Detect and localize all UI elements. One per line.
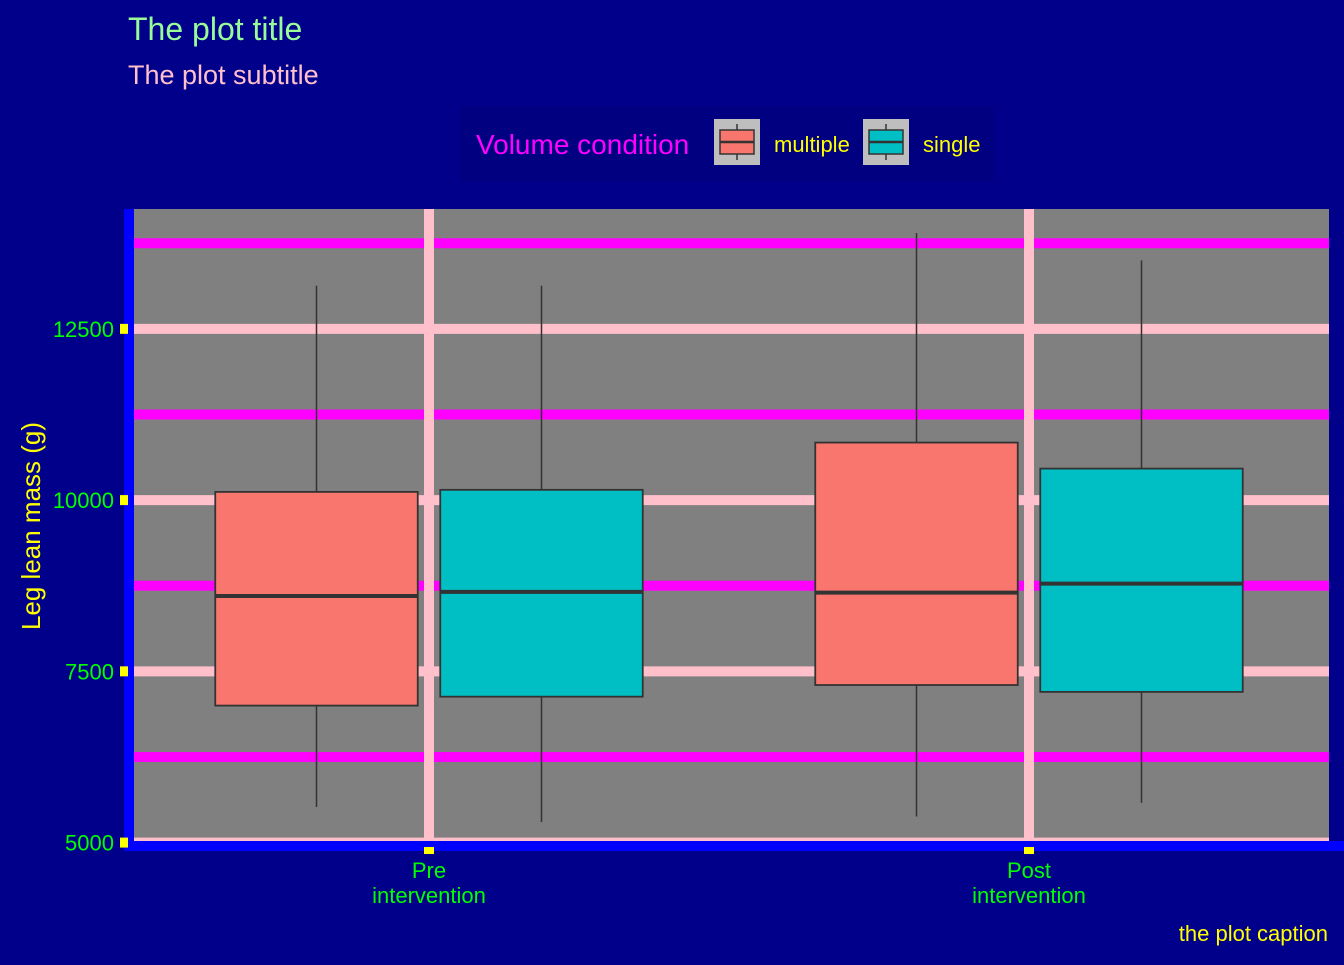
box-iqr (214, 490, 419, 707)
x-tick-mark (424, 847, 434, 854)
x-tick-mark (1024, 847, 1034, 854)
y-tick-mark (120, 495, 128, 506)
y-tick-label: 10000 (53, 488, 114, 513)
legend: Volume condition multiple single (460, 106, 994, 182)
x-tick-label: Post intervention (972, 858, 1086, 908)
plot-title: The plot title (128, 11, 302, 47)
boxplot-multiple-1 (814, 232, 1019, 817)
legend-title: Volume condition (476, 129, 689, 160)
boxplot-single-1 (1039, 260, 1244, 803)
boxplot-multiple-0 (214, 285, 419, 807)
legend-label-multiple: multiple (774, 132, 850, 157)
box-iqr (1039, 467, 1244, 693)
x-tick-label: Pre intervention (372, 858, 486, 908)
y-tick-mark (120, 323, 128, 334)
plot-subtitle: The plot subtitle (128, 60, 319, 90)
y-tick-label: 5000 (65, 831, 114, 856)
boxplot-single-0 (439, 285, 644, 823)
boxplots (214, 232, 1244, 823)
y-tick-label: 7500 (65, 659, 114, 684)
axes: 5000 7500 10000 12500 Pre intervention Post int… (53, 209, 1344, 908)
box-iqr (814, 441, 1019, 686)
y-tick-label: 12500 (53, 317, 114, 342)
y-tick-mark (120, 666, 128, 677)
legend-key-multiple (714, 119, 760, 165)
plot-caption: the plot caption (1179, 921, 1328, 946)
y-axis-title: Leg lean mass (g) (16, 422, 46, 630)
legend-key-single (863, 119, 909, 165)
legend-label-single: single (923, 132, 980, 157)
y-tick-mark (120, 837, 128, 848)
